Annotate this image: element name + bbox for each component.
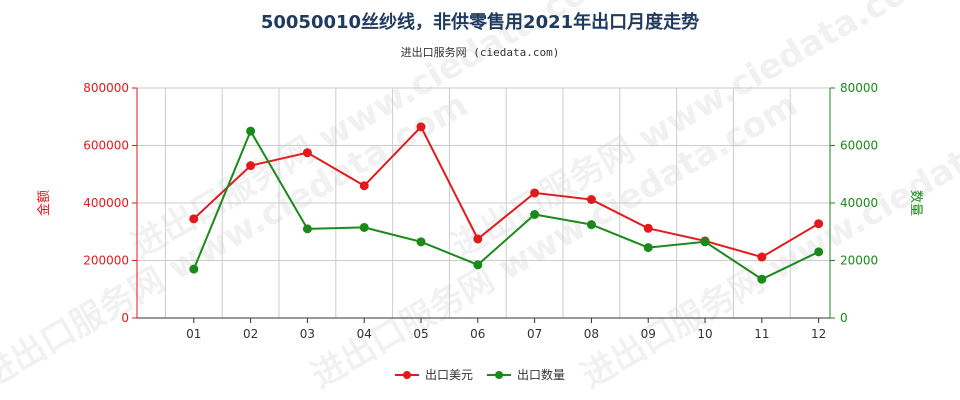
series-line-1: [192, 128, 820, 281]
series-0-point: [643, 223, 653, 233]
series-1-point: [586, 220, 596, 230]
series-1-point: [814, 247, 824, 257]
y-right-tick-label: 40000: [840, 196, 878, 210]
x-tick-label: 05: [413, 327, 428, 341]
x-tick-label: 03: [300, 327, 315, 341]
series-1-point: [700, 237, 710, 247]
series-1-point: [246, 126, 256, 136]
series-0-point: [586, 195, 596, 205]
series-1-point: [359, 222, 369, 232]
chart-subtitle: 进出口服务网 (ciedata.com): [401, 45, 560, 59]
series-line-0: [193, 125, 820, 259]
series-0-point: [246, 161, 256, 171]
x-tick-label: 10: [697, 327, 712, 341]
series-0-point: [814, 219, 824, 229]
x-tick-label: 01: [186, 327, 201, 341]
x-tick-label: 09: [641, 327, 656, 341]
y-left-tick-label: 0: [121, 311, 129, 325]
y-right-tick-label: 80000: [840, 81, 878, 95]
y-left-tick-label: 800000: [83, 81, 129, 95]
series-1-point: [473, 260, 483, 270]
x-tick-label: 08: [584, 327, 599, 341]
legend-marker-0: [403, 371, 411, 379]
x-tick-label: 07: [527, 327, 542, 341]
x-tick-label: 11: [754, 327, 769, 341]
series-1-point: [643, 243, 653, 253]
series-0-point: [530, 188, 540, 198]
series-1-point: [302, 224, 312, 234]
y-left-tick-label: 200000: [83, 254, 129, 268]
y-left-label: 金额: [36, 190, 52, 216]
series-0-point: [302, 148, 312, 158]
y-left-tick-label: 400000: [83, 196, 129, 210]
y-left-ticks: 0 200000 400000 600000 800000: [83, 81, 137, 325]
y-right-tick-label: 60000: [840, 139, 878, 153]
legend-label-1: 出口数量: [517, 367, 565, 382]
legend-label-0: 出口美元: [425, 368, 473, 382]
y-right-tick-label: 20000: [840, 254, 878, 268]
series-0-point: [189, 214, 199, 224]
y-right-ticks: 0 20000 40000 60000 80000: [830, 81, 878, 325]
legend-marker-1: [495, 371, 503, 379]
x-tick-label: 06: [470, 327, 485, 341]
series-layer: [189, 122, 824, 284]
series-0-point: [473, 234, 483, 244]
y-right-label: 数量: [908, 190, 923, 216]
series-0-point: [359, 181, 369, 191]
series-0-point: [416, 122, 426, 132]
x-tick-label: 02: [243, 327, 258, 341]
chart-title: 50050010丝纱线，非供零售用2021年出口月度走势: [261, 11, 699, 33]
x-tick-label: 12: [811, 327, 826, 341]
y-left-tick-label: 600000: [83, 139, 129, 153]
series-1-point: [530, 210, 540, 219]
x-tick-label: 04: [357, 327, 372, 341]
series-1-point: [757, 274, 767, 284]
series-0-point: [757, 252, 767, 262]
y-right-tick-label: 0: [840, 311, 848, 325]
legend: 出口美元 出口数量: [395, 367, 565, 382]
series-1-point: [189, 264, 199, 274]
x-ticks: 01 02 03 04 05 06 07 08 09 10 11 12: [186, 318, 826, 341]
series-1-point: [416, 237, 426, 247]
